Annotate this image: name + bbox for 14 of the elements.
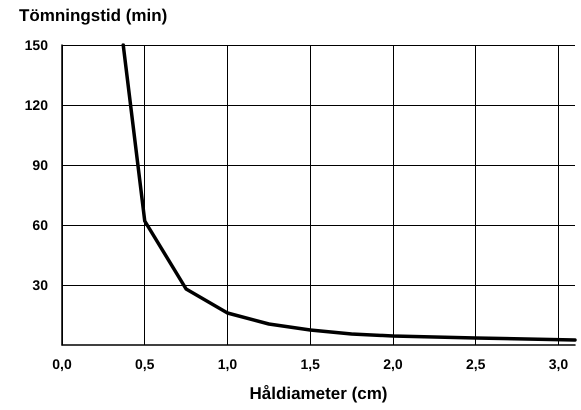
x-tick-label: 2,5 — [466, 356, 486, 372]
y-tick-label: 60 — [32, 217, 48, 233]
y-tick-label: 120 — [24, 97, 48, 113]
y-axis-title: Tömningstid (min) — [19, 6, 168, 25]
x-axis-title: Håldiameter (cm) — [250, 384, 388, 403]
x-tick-label: 0,5 — [135, 356, 155, 372]
y-tick-label: 150 — [24, 37, 48, 53]
x-tick-label: 1,5 — [300, 356, 320, 372]
x-tick-label: 0,0 — [52, 356, 72, 372]
x-tick-label: 1,0 — [218, 356, 238, 372]
y-tick-label: 90 — [32, 157, 48, 173]
x-tick-label: 3,0 — [548, 356, 568, 372]
x-tick-label: 2,0 — [383, 356, 403, 372]
y-tick-label: 30 — [32, 277, 48, 293]
